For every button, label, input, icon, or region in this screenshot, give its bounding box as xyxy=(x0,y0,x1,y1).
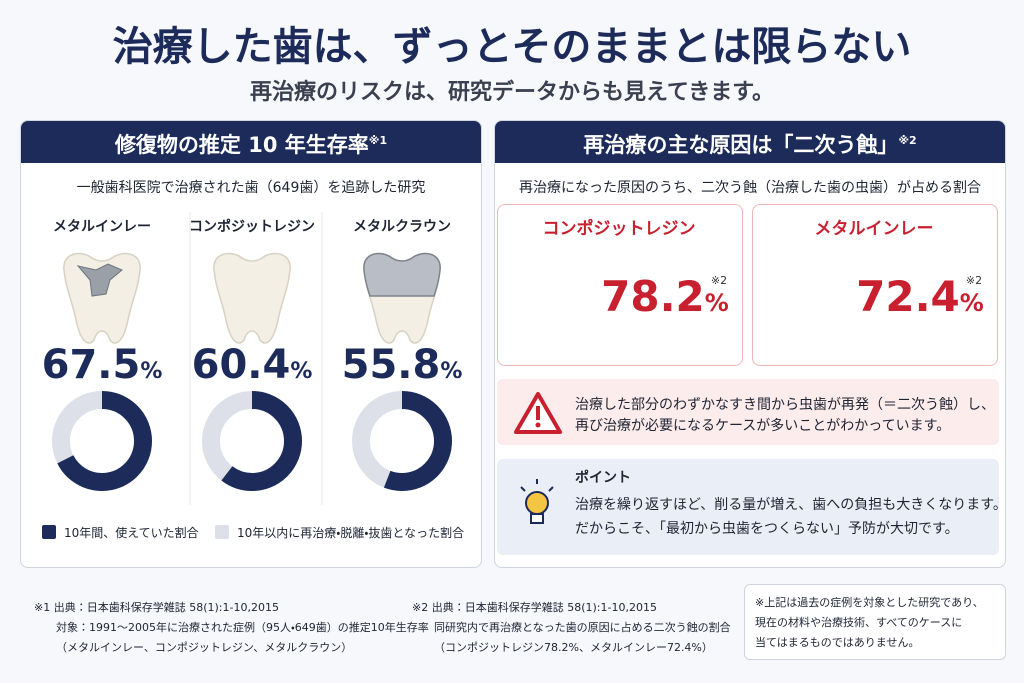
panel-title-text: 修復物の推定 10 年生存率 xyxy=(114,133,369,157)
note-mark: ※1 xyxy=(368,134,388,147)
crown xyxy=(363,252,441,297)
legend-label: 10年以内に再治療・脱離・抜歯となった割合 xyxy=(237,526,465,540)
legend-swatch xyxy=(215,525,229,539)
value: 67.5 xyxy=(41,342,141,388)
disclaimer: ※上記は過去の症例を対象とした研究であり、 現在の材料や治療技術、すべてのケースに… xyxy=(744,584,1006,660)
unit: % xyxy=(959,289,984,317)
subtitle: 再治療のリスクは、研究データからも見えてきます。 xyxy=(249,80,775,105)
text-line: 対象：1991～2005年に治療された症例（95人・649歯）の推定10年生存率 xyxy=(56,621,429,634)
text-line: 出典：日本歯科保存学雑誌 58(1):1-10,2015 xyxy=(53,601,279,614)
note-mark: ※1 xyxy=(34,601,51,614)
text-line: 同研究内で再治療となった歯の原因に占める二次う蝕の割合 xyxy=(434,621,731,634)
value-label: 67.5% xyxy=(42,342,163,388)
item-name: メタルインレー xyxy=(53,219,151,235)
panel-title-text: 再治療の主な原因は「二次う蝕」 xyxy=(583,133,899,157)
panel-title: 修復物の推定 10 年生存率※1 xyxy=(115,129,387,159)
footnote: ※2 出典：日本歯科保存学雑誌 58(1):1-10,2015 同研究内で再治療と… xyxy=(412,598,731,658)
item-name: コンポジットレジン xyxy=(189,219,315,235)
text-line: ※上記は過去の症例を対象とした研究であり、 xyxy=(755,596,984,609)
value: 78.2 xyxy=(601,272,705,321)
text-line: 治療を繰り返すほど、削る量が増え、歯への負担も大きくなります。 xyxy=(575,497,1006,513)
title: 治療した歯は、ずっとそのままとは限らない xyxy=(112,24,912,70)
card xyxy=(497,204,743,366)
tooth-body xyxy=(213,252,291,344)
unit: % xyxy=(140,359,163,384)
bulb-icon xyxy=(520,479,554,524)
note-mark: ※2 xyxy=(965,274,983,287)
text-line: 再び治療が必要になるケースが多いことがわかっています。 xyxy=(575,418,951,434)
donut-arc xyxy=(52,391,152,491)
warning-icon xyxy=(514,392,562,434)
text-line: 出典：日本歯科保存学雑誌 58(1):1-10,2015 xyxy=(431,601,657,614)
donut-arc xyxy=(352,391,452,491)
value-label: 72.4% xyxy=(856,272,984,321)
value-label: 78.2% xyxy=(601,272,729,321)
tooth xyxy=(63,252,141,344)
panel-title: 再治療の主な原因は「二次う蝕」※2 xyxy=(583,129,916,159)
note-mark: ※2 xyxy=(710,274,728,287)
text-line: だからこそ、「最初から虫歯をつくらない」予防が大切です。 xyxy=(575,521,959,537)
text-line: 当てはまるものではありません。 xyxy=(755,636,920,649)
item-name: メタルインレー xyxy=(814,219,934,239)
point-text: 治療を繰り返すほど、削る量が増え、歯への負担も大きくなります。 だからこそ、「最初… xyxy=(575,493,1006,541)
legend-label: 10年間、使えていた割合 xyxy=(64,526,199,540)
text-line: （メタルインレー、コンポジットレジン、メタルクラウン） xyxy=(56,641,353,654)
unit: % xyxy=(704,289,729,317)
value: 55.8 xyxy=(341,342,441,388)
panel-header xyxy=(21,121,481,163)
donut-arc xyxy=(202,391,302,491)
value: 72.4 xyxy=(856,272,960,321)
tooth-body xyxy=(63,252,141,344)
text-line: 現在の材料や治療技術、すべてのケースに xyxy=(755,616,963,629)
legend-swatch xyxy=(42,525,56,539)
text-line: 治療した部分のわずかなすき間から虫歯が再発（＝二次う蝕）し、 xyxy=(575,397,995,413)
item-name: メタルクラウン xyxy=(353,219,451,235)
unit: % xyxy=(290,359,313,384)
tooth xyxy=(363,252,441,344)
unit: % xyxy=(440,359,463,384)
note-mark: ※2 xyxy=(898,134,917,147)
caption: 再治療になった原因のうち、二次う蝕（治療した歯の虫歯）が占める割合 xyxy=(519,180,981,196)
point-box xyxy=(497,459,999,555)
tooth xyxy=(213,252,291,344)
inlay xyxy=(76,263,123,297)
value-label: 60.4% xyxy=(192,342,313,388)
panel-header xyxy=(495,121,1005,163)
card xyxy=(752,204,998,366)
caption: 一般歯科医院で治療された歯（649歯）を追跡した研究 xyxy=(76,180,426,196)
value-label: 55.8% xyxy=(342,342,463,388)
footnote: ※1 出典：日本歯科保存学雑誌 58(1):1-10,2015 対象：1991～2… xyxy=(34,598,429,658)
left-panel: 修復物の推定 10 年生存率※1 一般歯科医院で治療された歯（649歯）を追跡し… xyxy=(20,120,482,568)
note-mark: ※2 xyxy=(412,601,429,614)
value: 60.4 xyxy=(191,342,291,388)
item-name: コンポジットレジン xyxy=(542,219,696,239)
text-line: （コンポジットレジン78.2%、メタルインレー72.4%） xyxy=(434,641,713,654)
point-title: ポイント xyxy=(575,470,631,486)
warning-text: 治療した部分のわずかなすき間から虫歯が再発（＝二次う蝕）し、 再び治療が必要になる… xyxy=(575,395,995,437)
warning-box xyxy=(497,379,999,445)
